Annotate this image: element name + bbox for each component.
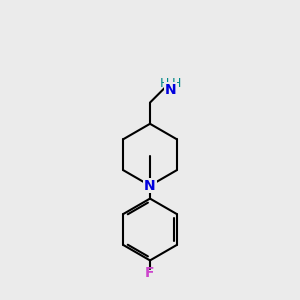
Text: H: H [172,77,181,90]
Text: N: N [144,178,156,193]
Text: H: H [159,77,169,90]
Text: N: N [164,82,176,97]
Text: F: F [145,266,155,280]
